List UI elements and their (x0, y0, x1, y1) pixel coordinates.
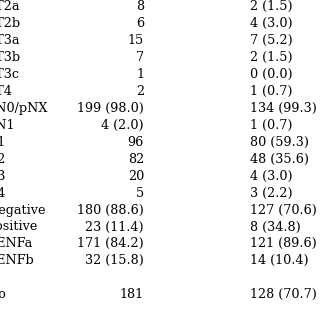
Text: No: No (0, 288, 6, 301)
Text: pT3a: pT3a (0, 34, 20, 47)
Text: 199 (98.0): 199 (98.0) (77, 102, 144, 115)
Text: VENFb: VENFb (0, 254, 34, 268)
Text: Negative: Negative (0, 204, 46, 217)
Text: 2 (1.5): 2 (1.5) (250, 0, 292, 13)
Text: G1: G1 (0, 136, 5, 149)
Text: 8: 8 (136, 0, 144, 13)
Text: 32 (15.8): 32 (15.8) (85, 254, 144, 268)
Text: 7 (5.2): 7 (5.2) (250, 34, 292, 47)
Text: 134 (99.3): 134 (99.3) (250, 102, 316, 115)
Text: 1 (0.7): 1 (0.7) (250, 119, 292, 132)
Text: 96: 96 (128, 136, 144, 149)
Text: pT3b: pT3b (0, 51, 20, 64)
Text: pT4: pT4 (0, 85, 12, 98)
Text: 14 (10.4): 14 (10.4) (250, 254, 308, 268)
Text: Positive: Positive (0, 220, 37, 234)
Text: VENFa: VENFa (0, 237, 32, 251)
Text: pT2a: pT2a (0, 0, 20, 13)
Text: G4: G4 (0, 187, 5, 200)
Text: 127 (70.6): 127 (70.6) (250, 204, 316, 217)
Text: 6: 6 (136, 17, 144, 30)
Text: 5: 5 (136, 187, 144, 200)
Text: 1 (0.7): 1 (0.7) (250, 85, 292, 98)
Text: 8 (34.8): 8 (34.8) (250, 220, 300, 234)
Text: G3: G3 (0, 170, 5, 183)
Text: pN0/pNX: pN0/pNX (0, 102, 48, 115)
Text: 4 (2.0): 4 (2.0) (101, 119, 144, 132)
Text: 20: 20 (128, 170, 144, 183)
Text: 121 (89.6): 121 (89.6) (250, 237, 316, 251)
Text: 128 (70.7): 128 (70.7) (250, 288, 316, 301)
Text: 2: 2 (136, 85, 144, 98)
Text: 171 (84.2): 171 (84.2) (77, 237, 144, 251)
Text: 23 (11.4): 23 (11.4) (85, 220, 144, 234)
Text: 180 (88.6): 180 (88.6) (77, 204, 144, 217)
Text: 4 (3.0): 4 (3.0) (250, 17, 292, 30)
Text: 0 (0.0): 0 (0.0) (250, 68, 292, 81)
Text: 4 (3.0): 4 (3.0) (250, 170, 292, 183)
Text: 15: 15 (128, 34, 144, 47)
Text: 1: 1 (136, 68, 144, 81)
Text: pN1: pN1 (0, 119, 15, 132)
Text: pT2b: pT2b (0, 17, 20, 30)
Text: 7: 7 (136, 51, 144, 64)
Text: 3 (2.2): 3 (2.2) (250, 187, 292, 200)
Text: pT3c: pT3c (0, 68, 19, 81)
Text: 181: 181 (120, 288, 144, 301)
Text: 82: 82 (128, 153, 144, 166)
Text: 80 (59.3): 80 (59.3) (250, 136, 308, 149)
Text: 48 (35.6): 48 (35.6) (250, 153, 308, 166)
Text: G2: G2 (0, 153, 5, 166)
Text: 2 (1.5): 2 (1.5) (250, 51, 292, 64)
